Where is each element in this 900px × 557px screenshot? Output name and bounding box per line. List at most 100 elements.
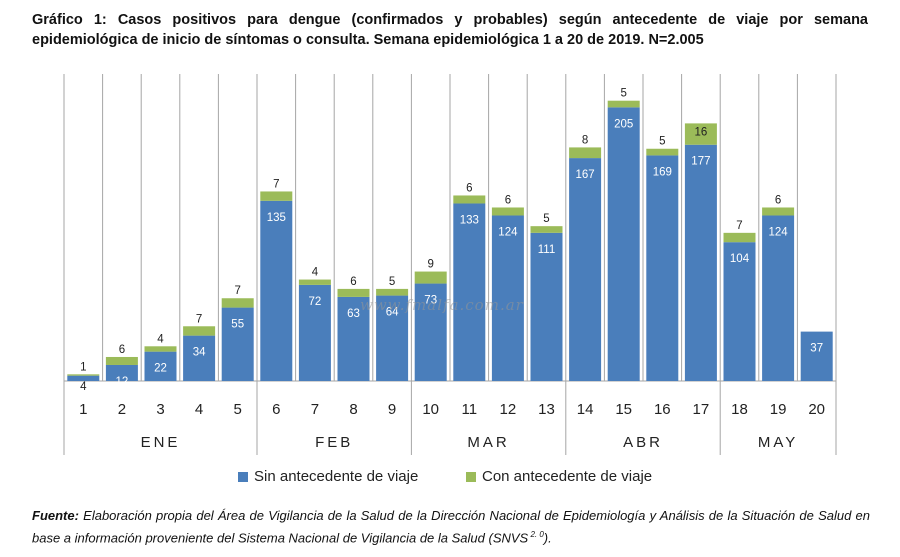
bar-con-antecedente: [376, 288, 409, 296]
data-label-sin-antecedente: 169: [653, 166, 672, 178]
x-tick-label: 11: [462, 401, 478, 418]
bar-con-antecedente: [144, 346, 177, 352]
x-tick-label: 5: [234, 401, 242, 418]
month-label: FEB: [315, 434, 353, 451]
source-end: ).: [543, 530, 552, 546]
bar-sin-antecedente: [105, 364, 138, 381]
data-label-con-antecedente: 5: [620, 88, 626, 100]
data-label-con-antecedente: 7: [234, 285, 240, 297]
bar-sin-antecedente: [491, 215, 524, 381]
bar-con-antecedente: [607, 100, 640, 108]
data-label-sin-antecedente: 72: [309, 296, 322, 308]
bar-sin-antecedente: [337, 296, 370, 381]
bar-con-antecedente: [337, 288, 370, 297]
data-label-con-antecedente: 8: [582, 134, 588, 146]
source-note: Fuente: Elaboración propia del Área de V…: [32, 506, 870, 547]
chart-legend: Sin antecedente de viaje Con antecedente…: [0, 468, 900, 490]
data-label-con-antecedente: 6: [775, 194, 781, 206]
x-tick-label: 13: [538, 401, 555, 418]
legend-swatch-blue: [238, 471, 248, 482]
data-label-sin-antecedente: 133: [460, 214, 479, 226]
data-label-sin-antecedente: 205: [614, 118, 633, 130]
stacked-bar-chart: 4111262224334745575135767247636864597391…: [63, 74, 837, 455]
x-tick-label: 6: [272, 401, 280, 418]
data-label-con-antecedente: 4: [312, 267, 319, 279]
data-label-con-antecedente: 6: [505, 194, 511, 206]
legend-label-sin-antecedente: Sin antecedente de viaje: [254, 468, 419, 485]
bar-con-antecedente: [530, 226, 563, 233]
x-tick-label: 1: [79, 401, 87, 418]
bar-sin-antecedente: [144, 351, 177, 381]
data-label-con-antecedente: 7: [196, 313, 202, 325]
bar-sin-antecedente: [183, 335, 216, 381]
bar-sin-antecedente: [569, 158, 602, 381]
bar-con-antecedente: [453, 195, 486, 204]
bar-sin-antecedente: [260, 200, 293, 381]
data-label-con-antecedente: 4: [157, 333, 164, 345]
data-label-con-antecedente: 5: [389, 276, 395, 288]
bar-sin-antecedente: [646, 155, 679, 381]
data-label-sin-antecedente: 12: [116, 376, 129, 388]
bar-sin-antecedente: [530, 232, 563, 381]
x-tick-label: 20: [808, 401, 825, 418]
x-tick-label: 2: [118, 401, 126, 418]
source-superscript: 2. 0: [528, 530, 544, 539]
data-label-sin-antecedente: 104: [730, 253, 750, 265]
bar-con-antecedente: [646, 148, 679, 156]
legend-label-con-antecedente: Con antecedente de viaje: [482, 468, 653, 485]
data-label-sin-antecedente: 73: [424, 295, 437, 307]
data-label-con-antecedente: 1: [80, 361, 86, 373]
bar-con-antecedente: [183, 326, 216, 336]
legend-item-sin-antecedente: Sin antecedente de viaje: [238, 468, 418, 485]
bar-sin-antecedente: [221, 307, 254, 381]
x-tick-label: 12: [500, 401, 517, 418]
data-label-con-antecedente: 6: [119, 344, 125, 356]
bar-con-antecedente: [569, 147, 602, 159]
data-label-sin-antecedente: 111: [538, 244, 555, 256]
data-label-con-antecedente: 7: [273, 178, 279, 190]
x-tick-label: 17: [693, 401, 710, 418]
watermark-text: www.fmalfa.com.ar: [360, 296, 524, 314]
bar-sin-antecedente: [298, 284, 331, 381]
x-tick-label: 3: [156, 401, 164, 418]
x-tick-label: 8: [349, 401, 357, 418]
data-label-sin-antecedente: 177: [691, 156, 710, 168]
x-tick-label: 7: [311, 401, 319, 418]
bar-con-antecedente: [221, 298, 254, 308]
bar-sin-antecedente: [453, 203, 486, 381]
bar-sin-antecedente: [414, 283, 447, 381]
bar-sin-antecedente: [67, 375, 100, 381]
x-tick-label: 15: [615, 401, 632, 418]
bar-sin-antecedente: [723, 242, 756, 381]
bar-con-antecedente: [762, 207, 795, 216]
x-tick-label: 10: [422, 401, 439, 418]
bar-sin-antecedente: [800, 331, 833, 381]
bar-con-antecedente: [105, 356, 138, 365]
data-label-sin-antecedente: 37: [810, 343, 823, 355]
x-tick-label: 16: [654, 401, 671, 418]
bar-con-antecedente: [414, 271, 447, 284]
x-tick-label: 19: [770, 401, 787, 418]
data-label-sin-antecedente: 22: [154, 363, 167, 375]
data-label-con-antecedente: 5: [543, 213, 549, 225]
legend-item-con-antecedente: Con antecedente de viaje: [466, 468, 652, 485]
bar-sin-antecedente: [684, 144, 717, 381]
bar-con-antecedente: [67, 374, 100, 376]
bar-con-antecedente: [684, 123, 717, 145]
chart-title: Gráfico 1: Casos positivos para dengue (…: [32, 12, 868, 48]
month-label: ABR: [623, 434, 663, 451]
data-label-sin-antecedente: 124: [769, 226, 789, 238]
data-label-sin-antecedente: 55: [231, 319, 244, 331]
data-label-sin-antecedente: 34: [193, 347, 206, 359]
x-tick-label: 4: [195, 401, 203, 418]
source-text: Elaboración propia del Área de Vigilanci…: [32, 508, 870, 546]
bar-con-antecedente: [491, 207, 524, 216]
bar-con-antecedente: [723, 232, 756, 243]
data-label-con-antecedente: 5: [659, 136, 665, 148]
data-label-sin-antecedente: 135: [267, 212, 286, 224]
x-tick-label: 18: [731, 401, 748, 418]
x-tick-label: 9: [388, 401, 396, 418]
bar-sin-antecedente: [376, 295, 409, 381]
bar-sin-antecedente: [607, 107, 640, 381]
bar-con-antecedente: [298, 279, 331, 285]
